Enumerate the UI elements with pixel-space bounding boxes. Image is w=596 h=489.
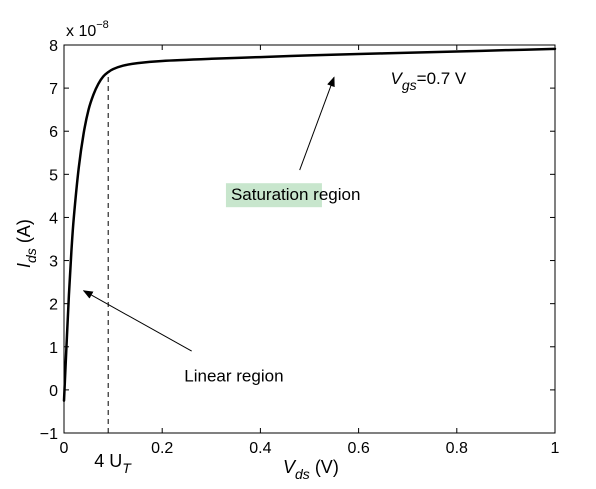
y-multiplier-exponent: −8 xyxy=(96,19,109,31)
threshold-label-main: 4 U xyxy=(94,451,122,471)
threshold-label-sub: T xyxy=(122,460,132,476)
x-tick-label: 0.2 xyxy=(151,440,173,457)
saturation-highlight xyxy=(225,183,322,208)
x-axis-label-sub: ds xyxy=(295,466,310,482)
saturation-label-rest: region xyxy=(308,185,360,204)
saturation-label-highlight: Saturation xyxy=(231,185,309,204)
y-tick-label: −1 xyxy=(40,426,58,443)
vgs-label-main: V xyxy=(391,69,404,88)
x-tick-label: 0 xyxy=(60,440,69,457)
x-tick-label: 0.6 xyxy=(347,440,369,457)
x-tick-label: 1 xyxy=(551,440,560,457)
vgs-label: Vgs=0.7 V xyxy=(391,69,467,93)
vgs-label-sub: gs xyxy=(402,77,417,93)
threshold-label: 4 UT xyxy=(94,451,132,476)
y-tick-label: 2 xyxy=(49,297,58,314)
vgs-label-rest: =0.7 V xyxy=(417,69,467,88)
x-axis-label: Vds (V) xyxy=(283,457,339,482)
series-line-0 xyxy=(62,47,557,402)
saturation-arrow xyxy=(299,76,335,171)
linear-arrow xyxy=(82,290,192,352)
y-tick-label: 6 xyxy=(49,124,58,141)
y-axis-label-unit: (A) xyxy=(14,219,34,248)
x-tick-label: 0.8 xyxy=(446,440,468,457)
y-tick-label: 1 xyxy=(49,340,58,357)
linear-label: Linear region xyxy=(184,366,283,385)
y-tick-label: 7 xyxy=(49,81,58,98)
y-tick-label: 3 xyxy=(49,254,58,271)
x-axis-label-main: V xyxy=(283,457,297,477)
y-axis-label-main: I xyxy=(14,263,34,268)
y-multiplier-base: x 10 xyxy=(66,23,96,40)
y-tick-label: 8 xyxy=(49,38,58,55)
plot-frame xyxy=(63,44,556,434)
y-tick-label: 4 xyxy=(49,210,58,227)
y-tick-label: 5 xyxy=(49,167,58,184)
y-tick-label: 0 xyxy=(49,383,58,400)
y-multiplier: x 10−8 xyxy=(66,19,109,40)
x-tick-label: 0.4 xyxy=(249,440,271,457)
y-axis-label: Ids (A) xyxy=(14,219,39,268)
saturation-label: Saturation region xyxy=(231,185,360,204)
x-axis-label-unit: (V) xyxy=(310,457,339,477)
y-axis-label-sub: ds xyxy=(23,248,39,263)
